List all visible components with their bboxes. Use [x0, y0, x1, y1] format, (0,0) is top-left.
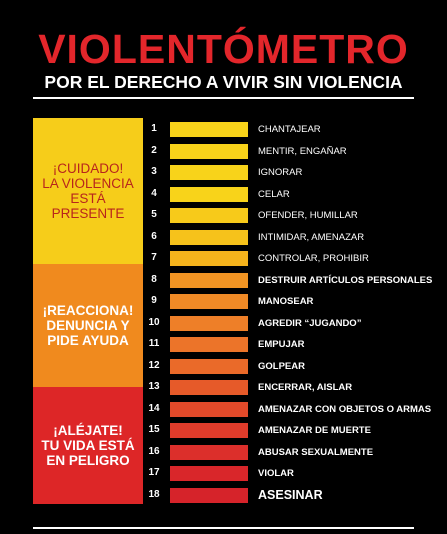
scale-label: ABUSAR SEXUALMENTE	[258, 446, 374, 458]
scale-label: AMENAZAR CON OBJETOS O ARMAS	[258, 403, 432, 415]
scale-label: CHANTAJEAR	[258, 124, 321, 135]
scale-number: 5	[151, 209, 157, 220]
scale-label: ASESINAR	[258, 487, 323, 502]
scale-bar	[170, 315, 248, 331]
scale-bar	[170, 165, 248, 180]
scale-label: OFENDER, HUMILLAR	[258, 210, 358, 221]
scale-bar	[170, 380, 248, 395]
scale-label: MENTIR, ENGAÑAR	[258, 145, 347, 157]
scale-label: GOLPEAR	[258, 360, 305, 372]
scale-label: CONTROLAR, PROHIBIR	[258, 253, 369, 264]
scale-label: CELAR	[258, 188, 290, 200]
scale-bar	[170, 122, 248, 137]
zone-danger: ¡ALÉJATE! TU VIDA ESTÁ EN PELIGRO	[33, 387, 143, 504]
scale-number: 18	[148, 488, 160, 500]
bottom-divider	[33, 527, 414, 529]
scale-label: IGNORAR	[258, 167, 303, 178]
scale-label: VIOLAR	[258, 468, 294, 479]
scale-number: 7	[151, 252, 157, 263]
scale-number: 15	[148, 424, 160, 435]
title-divider	[33, 97, 414, 99]
scale-number: 12	[148, 359, 160, 371]
page-subtitle: POR EL DERECHO A VIVIR SIN VIOLENCIA	[44, 72, 403, 92]
scale-label: AMENAZAR DE MUERTE	[258, 425, 371, 436]
scale-bar	[170, 143, 248, 159]
scale-bar	[170, 358, 248, 374]
page-title: VIOLENTÓMETRO	[38, 26, 409, 72]
scale-label: DESTRUIR ARTÍCULOS PERSONALES	[258, 274, 433, 286]
scale-bar	[170, 272, 248, 288]
scale-bar	[170, 423, 248, 438]
scale-bar	[170, 337, 248, 352]
scale-bar	[170, 401, 248, 417]
scale-bar	[170, 466, 248, 481]
scale-label: MANOSEAR	[258, 296, 314, 307]
scale-label: EMPUJAR	[258, 339, 305, 350]
scale-label: AGREDIR “JUGANDO”	[258, 317, 362, 329]
scale-bar	[170, 229, 248, 245]
scale-bar	[170, 444, 248, 460]
scale-bar	[170, 251, 248, 266]
scale-number: 14	[148, 402, 160, 414]
scale-bar	[170, 487, 248, 503]
scale-number: 8	[151, 273, 157, 285]
scale-bar	[170, 186, 248, 202]
zone-react: ¡REACCIONA! DENUNCIA Y PIDE AYUDA	[33, 264, 143, 387]
zone-caution: ¡CUIDADO! LA VIOLENCIA ESTÁ PRESENTE	[33, 118, 143, 264]
scale-number: 11	[148, 338, 160, 349]
scale-bar	[170, 208, 248, 223]
scale-number: 9	[151, 295, 157, 306]
scale-number: 10	[148, 316, 160, 328]
scale-number: 6	[151, 230, 157, 242]
scale-number: 3	[151, 166, 157, 177]
scale-bar	[170, 294, 248, 309]
scale-label: INTIMIDAR, AMENAZAR	[258, 231, 365, 243]
scale-label: ENCERRAR, AISLAR	[258, 382, 353, 393]
scale-number: 17	[148, 467, 160, 478]
scale-number: 2	[151, 144, 157, 156]
scale-number: 13	[148, 381, 160, 392]
scale-number: 16	[148, 445, 160, 457]
scale-number: 4	[151, 187, 157, 199]
scale-number: 1	[151, 123, 157, 134]
